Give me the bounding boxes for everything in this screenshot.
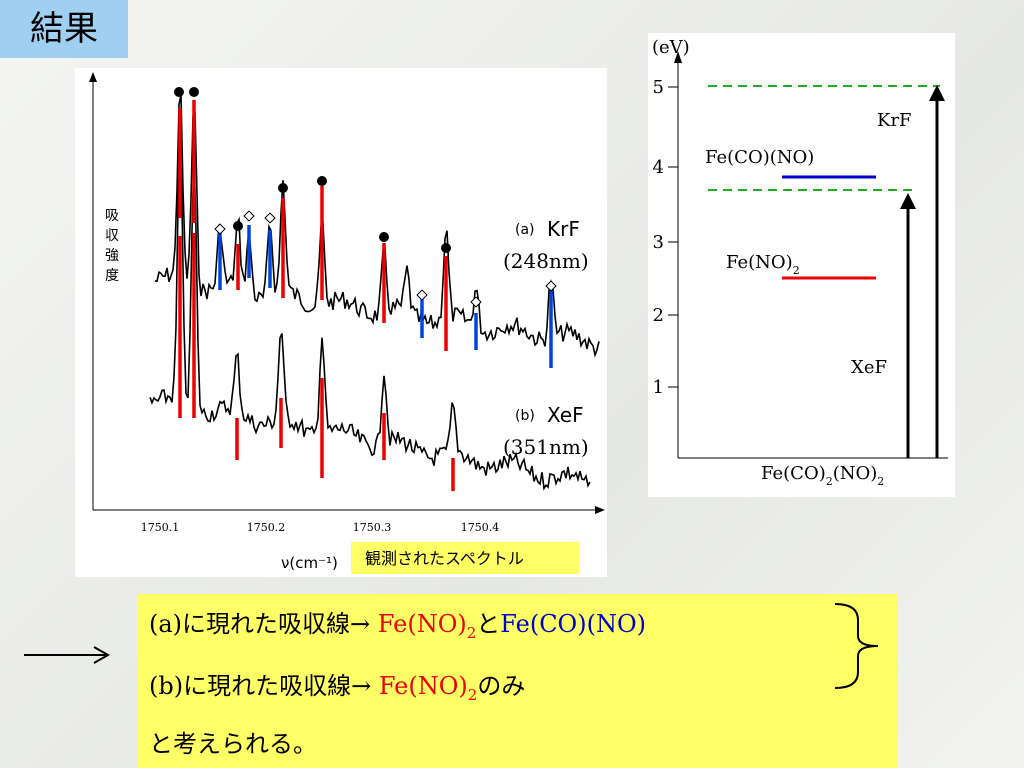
x-tick-label: 1750.1 xyxy=(141,521,180,534)
y-label-char: 吸 xyxy=(105,208,119,224)
x-tick-label: 1750.2 xyxy=(247,521,286,534)
level-label-sub: 2 xyxy=(793,264,800,277)
ground-part: Fe(CO) xyxy=(761,463,826,484)
caption-box xyxy=(351,542,579,574)
panel-bg xyxy=(75,68,607,577)
species: Fe(NO) xyxy=(378,672,468,700)
trace-laser: XeF xyxy=(547,403,584,427)
arrow-head xyxy=(93,646,111,664)
slide-title: 結果 xyxy=(0,0,128,58)
trace-laser: KrF xyxy=(547,217,580,241)
species: Fe(NO) xyxy=(377,610,467,638)
y-tick-label: 5 xyxy=(653,77,664,98)
unit-label: (eV) xyxy=(652,37,690,58)
energy-panel: (eV) 1 2 3 4 5 Fe(CO)(NO) Fe(NO)2 KrF Xe… xyxy=(648,33,955,497)
diamond-marker xyxy=(214,223,226,235)
panel-bg xyxy=(648,33,955,497)
y-tick-label: 4 xyxy=(653,157,664,178)
species: Fe(CO)(NO) xyxy=(500,610,646,638)
diamond-marker xyxy=(264,212,276,224)
arrow-head xyxy=(595,506,605,514)
text: と xyxy=(476,610,501,638)
brace xyxy=(834,603,879,689)
x-tick-label: 1750.3 xyxy=(353,521,392,534)
dot-marker xyxy=(317,176,327,186)
conclusion-line: と考えられる。 xyxy=(149,730,317,758)
y-label-char: 収 xyxy=(105,228,119,244)
trace-wavelength: (248nm) xyxy=(503,249,589,273)
level-label-main: Fe(NO) xyxy=(726,252,793,273)
spectrum-trace xyxy=(154,94,600,358)
ground-label: Fe(CO)2(NO)2 xyxy=(761,463,884,488)
y-label-char: 度 xyxy=(105,268,119,284)
trace-label: (a) xyxy=(515,222,535,238)
text: (b)に現れた吸収線→ xyxy=(149,672,379,700)
y-label: 吸 収 強 度 xyxy=(105,208,119,284)
x-tick-label: 1750.4 xyxy=(461,521,500,534)
dot-marker xyxy=(174,87,184,97)
spectrum-panel: 吸 収 強 度 1750.1 1750.2 1750.3 1750.4 ν(cm… xyxy=(75,68,607,577)
dot-marker xyxy=(379,232,389,242)
arrow-head xyxy=(900,193,916,209)
caption: 観測されたスペクトル xyxy=(365,549,524,568)
x-label: ν(cm⁻¹) xyxy=(281,554,338,572)
subscript: 2 xyxy=(466,623,477,642)
diamond-marker xyxy=(416,289,428,301)
trace-wavelength: (351nm) xyxy=(503,435,589,459)
text: (a)に現れた吸収線→ xyxy=(149,610,378,638)
diamond-marker xyxy=(470,296,482,308)
y-tick-label: 2 xyxy=(653,305,664,326)
ground-part: (NO) xyxy=(833,463,878,484)
y-tick-label: 1 xyxy=(653,377,664,398)
big-arrow xyxy=(24,646,111,664)
dot-marker xyxy=(189,87,199,97)
level-label: Fe(CO)(NO) xyxy=(705,147,814,168)
arrow-label: XeF xyxy=(851,357,887,378)
trace-label: (b) xyxy=(515,408,535,424)
conclusion-box: (a)に現れた吸収線→ Fe(NO)2とFe(CO)(NO) (b)に現れた吸収… xyxy=(137,594,897,768)
dot-marker xyxy=(278,183,288,193)
spectrum-trace xyxy=(149,137,591,491)
y-label-char: 強 xyxy=(105,248,119,264)
arrow-head xyxy=(89,72,97,82)
arrow-label: KrF xyxy=(877,110,912,131)
diamond-marker xyxy=(243,210,255,222)
arrow-head xyxy=(674,51,682,63)
conclusion-line: (b)に現れた吸収線→ Fe(NO)2のみ xyxy=(149,666,525,704)
level-label: Fe(NO)2 xyxy=(726,252,800,277)
subscript: 2 xyxy=(467,685,478,704)
y-tick-label: 3 xyxy=(653,232,664,253)
arrow-head xyxy=(929,85,945,101)
brace-path xyxy=(834,603,879,689)
ground-part: 2 xyxy=(877,475,884,488)
text: のみ xyxy=(477,672,526,700)
conclusion-line: (a)に現れた吸収線→ Fe(NO)2とFe(CO)(NO) xyxy=(149,604,646,642)
diamond-marker xyxy=(545,280,557,292)
ground-part: 2 xyxy=(826,475,833,488)
dot-marker xyxy=(233,221,243,231)
dot-marker xyxy=(441,243,451,253)
